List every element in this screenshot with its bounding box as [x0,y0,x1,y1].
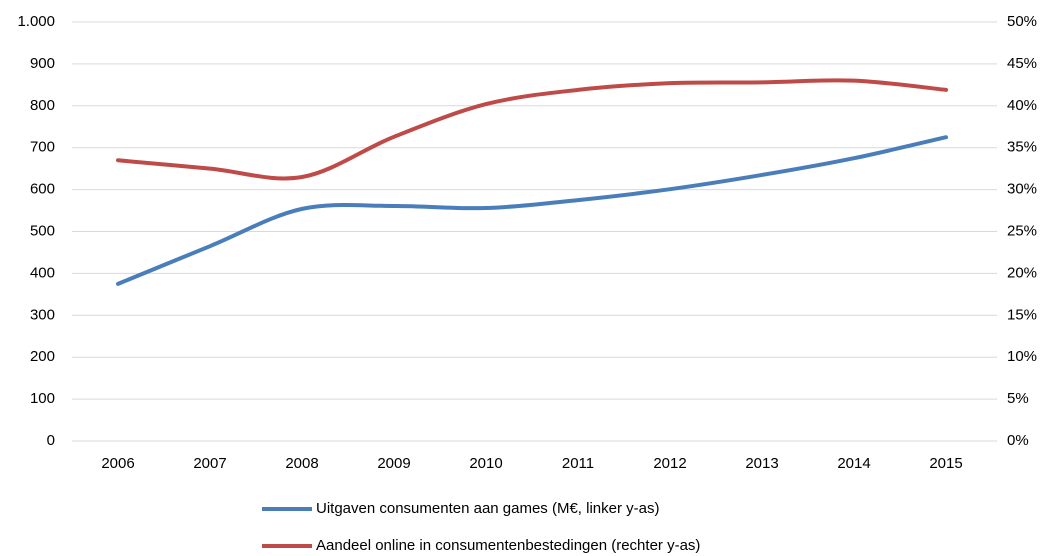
y-tick-label: 700 [30,139,55,156]
x-tick-label: 2009 [377,455,410,472]
y2-tick-label: 45% [1007,55,1037,72]
x-tick-label: 2007 [193,455,226,472]
x-tick-label: 2006 [101,455,134,472]
x-tick-label: 2011 [562,455,594,472]
y-tick-label: 100 [30,390,55,407]
y2-tick-label: 25% [1007,222,1037,239]
y-tick-label: 300 [30,306,55,323]
y-tick-label: 1.000 [17,13,55,30]
y2-tick-label: 20% [1007,264,1037,281]
y2-tick-label: 10% [1007,348,1037,365]
y-tick-label: 500 [30,222,55,239]
x-tick-label: 2008 [285,455,318,472]
y2-tick-label: 40% [1007,97,1037,114]
y2-tick-label: 5% [1007,390,1029,407]
y2-tick-label: 50% [1007,13,1037,30]
x-tick-label: 2010 [469,455,502,472]
y-tick-label: 200 [30,348,55,365]
y-tick-label: 400 [30,264,55,281]
x-tick-label: 2015 [929,455,962,472]
y2-tick-label: 35% [1007,139,1037,156]
y-tick-label: 900 [30,55,55,72]
y2-tick-label: 15% [1007,306,1037,323]
x-tick-label: 2014 [837,455,870,472]
y2-tick-label: 30% [1007,181,1037,198]
y-tick-label: 600 [30,181,55,198]
series-line [116,78,948,181]
legend-label: Aandeel online in consumentenbestedingen… [316,537,700,554]
y-tick-label: 0 [47,432,55,449]
series-line [116,135,948,286]
x-tick-label: 2012 [653,455,686,472]
x-tick-label: 2013 [745,455,778,472]
y2-tick-label: 0% [1007,432,1029,449]
legend-label: Uitgaven consumenten aan games (M€, link… [316,500,660,517]
y-tick-label: 800 [30,97,55,114]
